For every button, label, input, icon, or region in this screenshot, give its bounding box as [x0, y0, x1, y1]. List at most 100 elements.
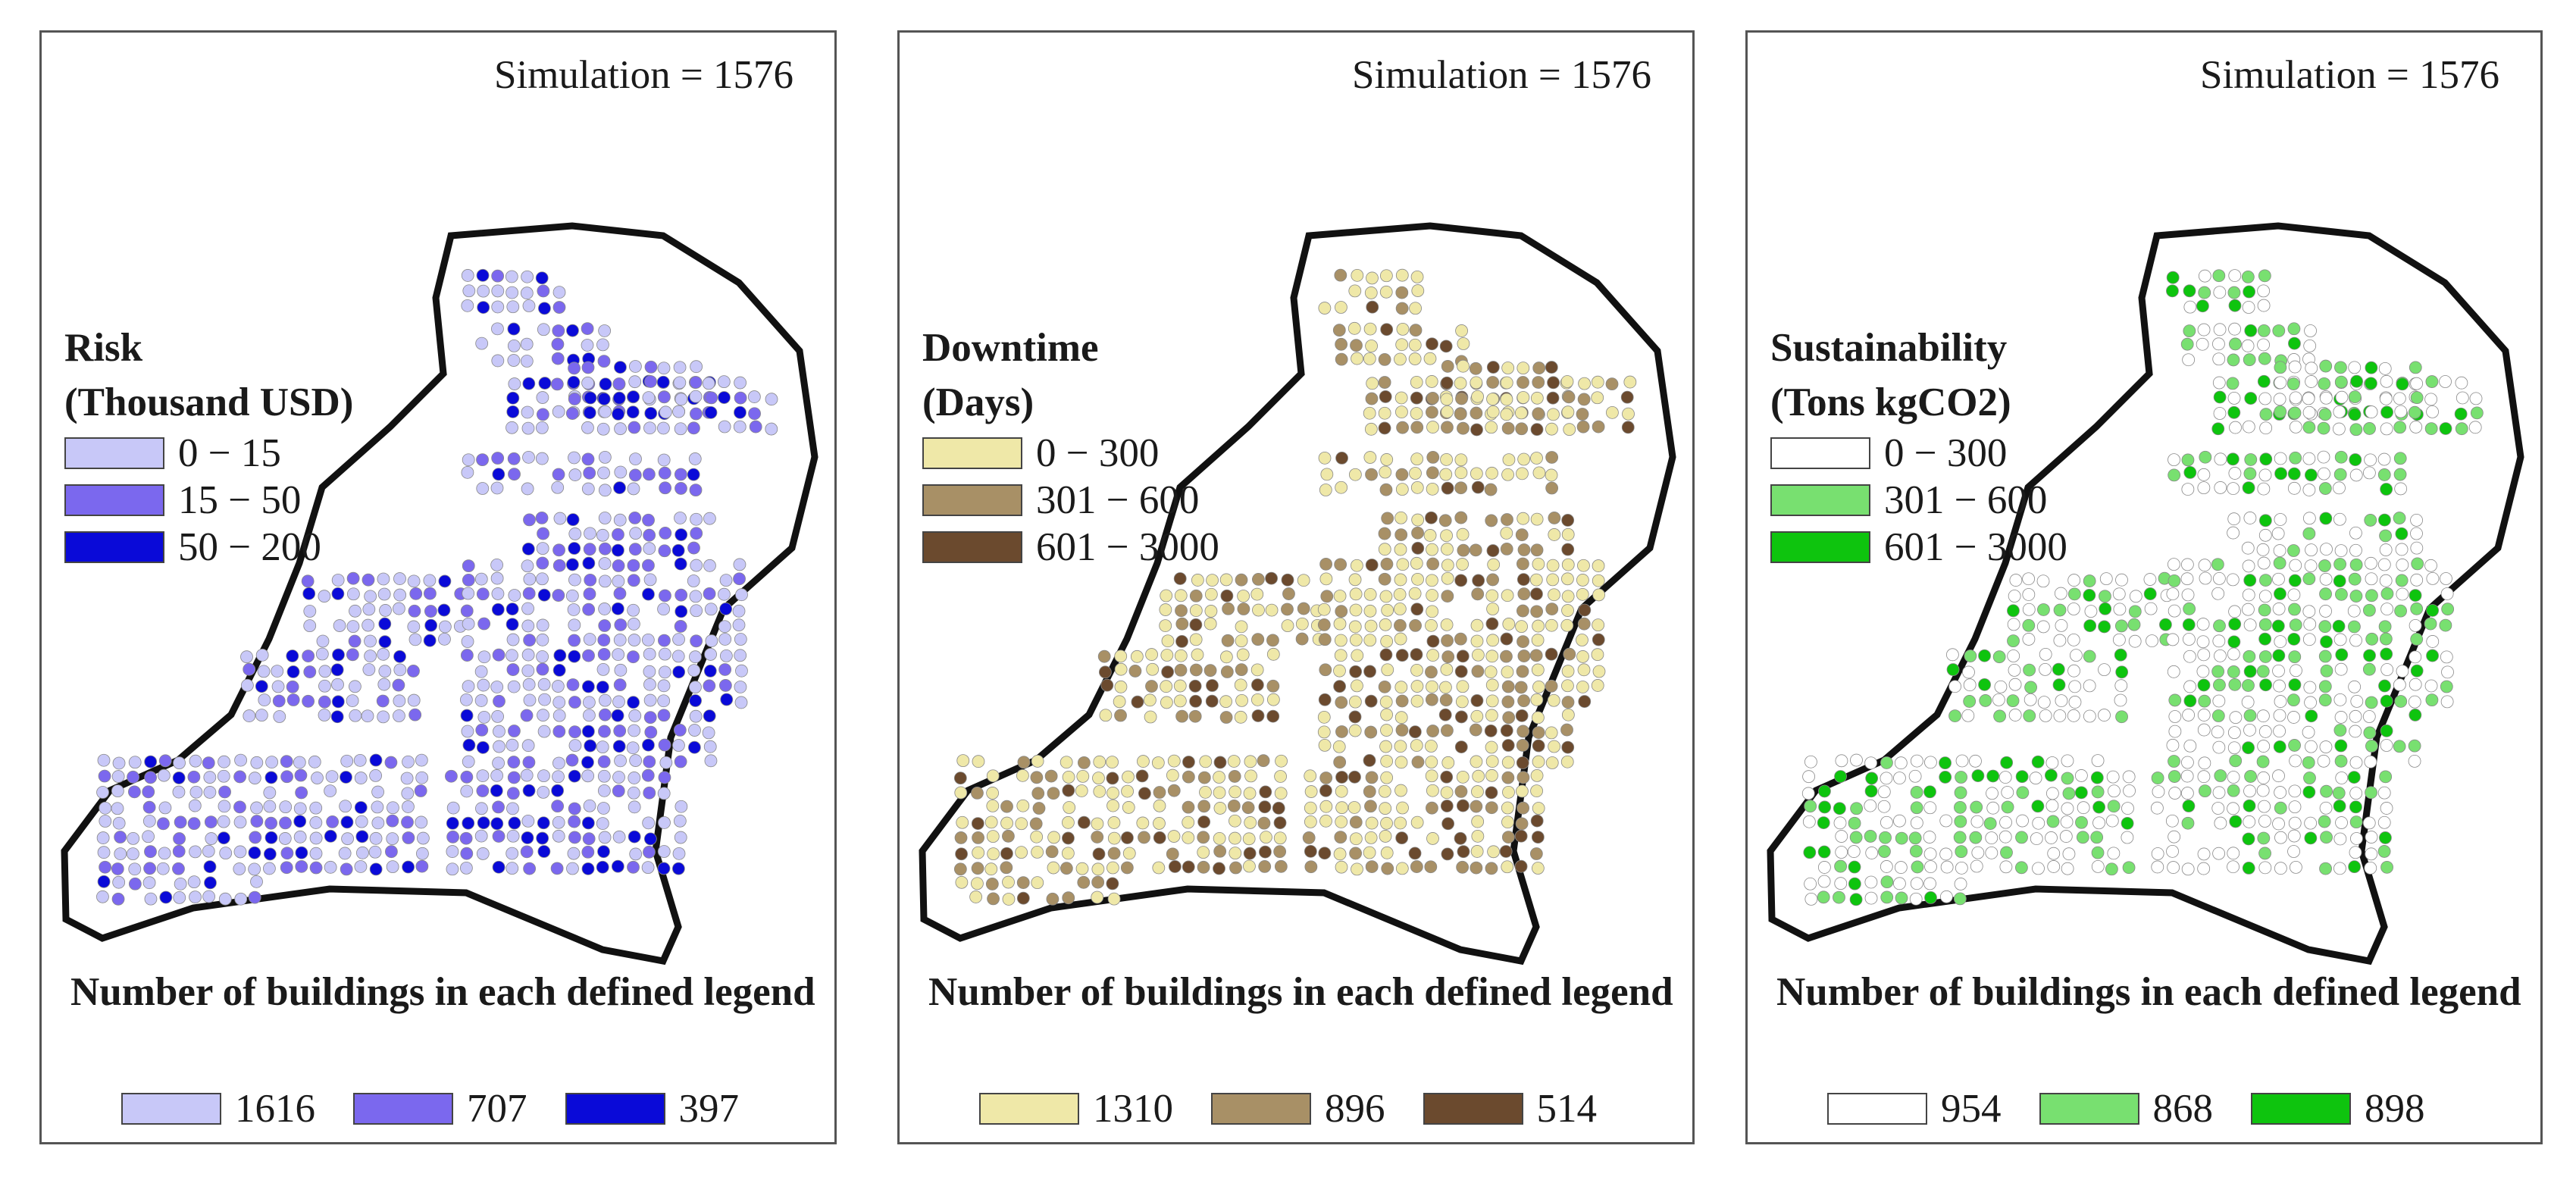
building-marker — [2393, 392, 2406, 405]
building-marker — [2319, 862, 2332, 875]
building-marker — [461, 299, 474, 312]
building-marker — [2183, 694, 2197, 708]
building-marker — [1093, 784, 1106, 798]
simulation-label: Simulation = 1576 — [2199, 53, 2499, 97]
building-marker — [2198, 694, 2211, 708]
building-marker — [673, 814, 687, 828]
building-marker — [627, 559, 640, 572]
building-marker — [1440, 770, 1454, 784]
building-marker — [1335, 337, 1348, 351]
count-item: 707 — [353, 1086, 527, 1131]
building-marker — [1529, 649, 1543, 662]
building-marker — [331, 574, 345, 587]
building-marker — [1457, 421, 1470, 435]
building-marker — [1457, 359, 1470, 373]
building-marker — [538, 693, 551, 706]
building-marker — [2380, 422, 2393, 436]
building-marker — [1378, 421, 1391, 435]
count-item: 868 — [2039, 1086, 2213, 1131]
building-marker — [2350, 832, 2363, 845]
building-marker — [1062, 815, 1075, 829]
building-marker — [2257, 771, 2271, 784]
building-marker — [460, 604, 474, 618]
building-marker — [2289, 860, 2302, 874]
building-marker — [326, 815, 340, 828]
building-marker — [1924, 860, 1937, 874]
building-marker — [1335, 784, 1348, 798]
building-marker — [627, 860, 640, 874]
building-marker — [1348, 770, 1361, 784]
building-marker — [462, 559, 475, 573]
building-marker — [2212, 786, 2226, 800]
building-marker — [378, 635, 392, 649]
building-marker — [446, 845, 459, 858]
building-marker — [2257, 482, 2271, 496]
building-marker — [303, 619, 317, 633]
building-marker — [173, 756, 186, 770]
building-marker — [1500, 632, 1513, 646]
building-marker — [1047, 787, 1060, 800]
building-marker — [658, 647, 671, 661]
building-marker — [1546, 559, 1560, 572]
building-marker — [1545, 603, 1559, 615]
building-marker — [377, 572, 390, 586]
building-marker — [674, 755, 687, 768]
building-marker — [1501, 362, 1515, 374]
building-marker — [1441, 481, 1454, 495]
building-marker — [1350, 339, 1363, 352]
building-marker — [658, 771, 671, 784]
building-marker — [1363, 406, 1376, 420]
count-value: 514 — [1536, 1087, 1598, 1131]
building-marker — [675, 528, 688, 541]
building-marker — [2168, 770, 2181, 783]
building-marker — [1532, 619, 1545, 633]
building-marker — [2470, 406, 2484, 420]
building-marker — [628, 421, 641, 434]
building-marker — [537, 845, 551, 858]
building-marker — [362, 573, 375, 587]
building-marker — [1379, 618, 1392, 631]
building-marker — [611, 543, 624, 557]
building-marker — [1485, 862, 1498, 875]
building-marker — [536, 542, 549, 556]
building-marker — [2289, 754, 2302, 768]
building-marker — [2320, 543, 2333, 556]
building-marker — [1426, 405, 1438, 419]
building-marker — [1409, 467, 1422, 480]
building-marker — [2053, 603, 2067, 617]
building-marker — [1471, 587, 1485, 601]
building-marker — [1334, 634, 1347, 647]
building-marker — [2424, 679, 2438, 693]
building-marker — [309, 801, 323, 815]
building-marker — [1502, 618, 1516, 631]
building-marker — [1501, 756, 1515, 769]
building-marker — [955, 847, 968, 861]
building-marker — [598, 512, 612, 524]
building-marker — [2067, 664, 2080, 678]
building-marker — [1219, 650, 1233, 664]
building-marker — [1189, 694, 1203, 708]
building-marker — [2121, 831, 2134, 844]
building-marker — [2319, 801, 2333, 815]
building-marker — [2047, 847, 2061, 860]
building-marker — [748, 407, 761, 421]
building-marker — [1351, 559, 1363, 572]
building-marker — [2409, 709, 2422, 721]
building-marker — [597, 845, 610, 859]
building-marker — [612, 648, 625, 661]
building-marker — [1561, 604, 1574, 617]
building-marker — [2242, 588, 2255, 602]
building-marker — [1258, 860, 1272, 873]
building-marker — [392, 602, 405, 615]
building-marker — [2380, 724, 2393, 737]
building-marker — [309, 847, 323, 860]
building-marker — [1576, 408, 1589, 421]
building-marker — [1159, 619, 1172, 633]
building-marker — [1560, 375, 1574, 388]
building-marker — [2286, 377, 2300, 390]
building-marker — [309, 831, 323, 845]
building-marker — [491, 710, 505, 723]
building-marker — [2166, 271, 2180, 284]
building-marker — [142, 830, 155, 844]
building-marker — [508, 377, 521, 390]
